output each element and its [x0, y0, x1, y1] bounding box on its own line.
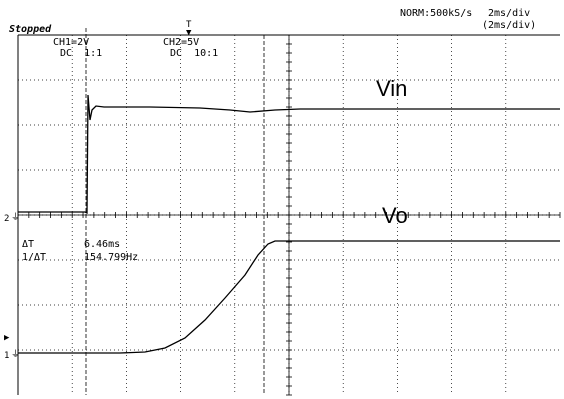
trigger-marker: T [186, 20, 192, 30]
cursor-lines [85, 28, 265, 395]
delta-t-value: 6.46ms [84, 239, 121, 250]
inverse-delta-t-value: 154.799Hz [84, 252, 139, 263]
ground-icon: ⏚ [11, 350, 21, 360]
ch2-ground-marker: 2 [4, 214, 10, 224]
trigger-arrow-icon: ▼ [186, 28, 192, 38]
vin-label: Vin [376, 76, 408, 101]
vo-label: Vo [382, 203, 408, 228]
ch1-ground-marker: 1 [4, 351, 10, 361]
delta-t-name: ΔT [22, 239, 35, 250]
timebase-sub-label: (2ms/div) [482, 20, 537, 31]
ground-icon: ⏚ [11, 213, 21, 223]
waveform-vo [18, 240, 560, 354]
graticule [17, 34, 561, 396]
trigger-level-icon: ▶ [4, 333, 10, 343]
ch2-scale-label: CH2=5V [163, 37, 200, 48]
ch1-scale-label: CH1=2V [53, 37, 90, 48]
inverse-delta-t-name: 1/ΔT [22, 252, 47, 263]
timebase-label: 2ms/div [488, 8, 531, 19]
ch1-coupling-label: DC 1:1 [60, 48, 103, 59]
ch2-coupling-label: DC 10:1 [170, 48, 219, 59]
sample-mode-label: NORM:500kS/s [400, 8, 473, 19]
waveform-vin [18, 94, 560, 215]
status-label: Stopped [9, 24, 52, 35]
